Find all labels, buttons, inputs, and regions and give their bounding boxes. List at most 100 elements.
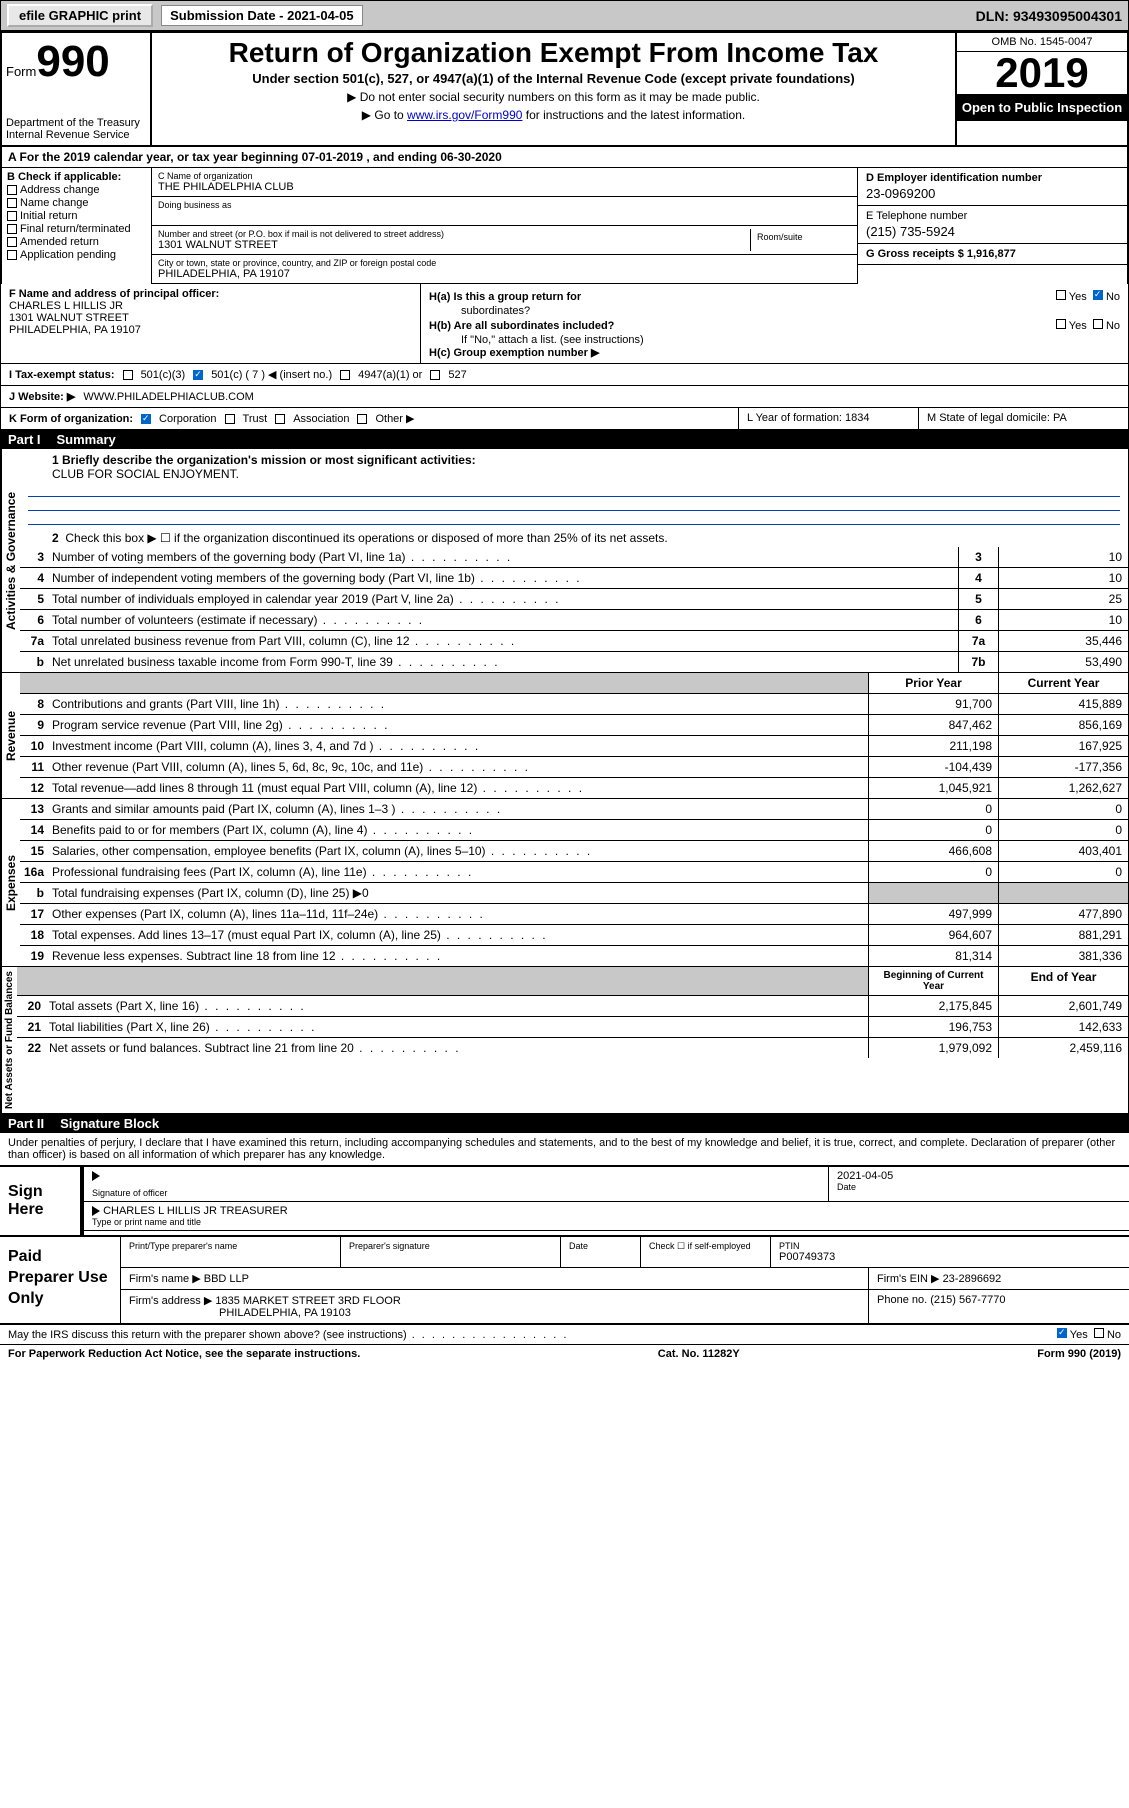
mission-text: CLUB FOR SOCIAL ENJOYMENT. <box>52 467 239 481</box>
checkbox-corp[interactable] <box>141 414 151 424</box>
table-row: 21 Total liabilities (Part X, line 26) 1… <box>17 1017 1128 1038</box>
table-row: 13 Grants and similar amounts paid (Part… <box>20 799 1128 820</box>
checkbox-final-return[interactable] <box>7 224 17 234</box>
table-row: 4 Number of independent voting members o… <box>20 568 1128 589</box>
table-row: 3 Number of voting members of the govern… <box>20 547 1128 568</box>
table-row: 6 Total number of volunteers (estimate i… <box>20 610 1128 631</box>
footer-left: For Paperwork Reduction Act Notice, see … <box>8 1348 360 1360</box>
checkbox-ha-yes[interactable] <box>1056 290 1066 300</box>
table-row: 12 Total revenue—add lines 8 through 11 … <box>20 778 1128 798</box>
checkbox-discuss-yes[interactable] <box>1057 1328 1067 1338</box>
gross-receipts: G Gross receipts $ 1,916,877 <box>866 248 1119 260</box>
arrow-icon <box>92 1206 100 1216</box>
officer-print-name: CHARLES L HILLIS JR TREASURER <box>103 1205 288 1217</box>
checkbox-address-change[interactable] <box>7 185 17 195</box>
checkbox-name-change[interactable] <box>7 198 17 208</box>
row-a-tax-year: A For the 2019 calendar year, or tax yea… <box>0 147 1129 168</box>
table-row: 5 Total number of individuals employed i… <box>20 589 1128 610</box>
checkbox-other[interactable] <box>357 414 367 424</box>
officer-addr2: PHILADELPHIA, PA 19107 <box>9 324 412 336</box>
summary-governance: Activities & Governance 1 Briefly descri… <box>0 449 1129 673</box>
sign-here-label: Sign Here <box>0 1167 80 1235</box>
inspection-label: Open to Public Inspection <box>957 94 1127 121</box>
irs-discuss-row: May the IRS discuss this return with the… <box>0 1325 1129 1345</box>
hdr-begin-year: Beginning of Current Year <box>868 967 998 995</box>
checkbox-amended[interactable] <box>7 237 17 247</box>
firm-phone: (215) 567-7770 <box>930 1294 1005 1306</box>
note-ssn: ▶ Do not enter social security numbers o… <box>162 90 945 104</box>
sig-date-label: Date <box>837 1182 1121 1192</box>
checkbox-4947[interactable] <box>340 370 350 380</box>
label-net-assets: Net Assets or Fund Balances <box>1 967 17 1113</box>
submission-date-button[interactable]: Submission Date - 2021-04-05 <box>161 5 363 26</box>
paid-preparer-label: Paid Preparer Use Only <box>0 1237 120 1323</box>
footer-right: Form 990 (2019) <box>1037 1348 1121 1360</box>
paid-preparer-section: Paid Preparer Use Only Print/Type prepar… <box>0 1237 1129 1325</box>
sig-date: 2021-04-05 <box>837 1170 1121 1182</box>
summary-expenses: Expenses 13 Grants and similar amounts p… <box>0 799 1129 967</box>
form-title: Return of Organization Exempt From Incom… <box>162 37 945 69</box>
print-name-label: Type or print name and title <box>92 1217 1121 1227</box>
dln-label: DLN: 93493095004301 <box>976 8 1122 24</box>
phone-label: E Telephone number <box>866 210 1119 222</box>
ein-value: 23-0969200 <box>866 186 1119 201</box>
table-row: 11 Other revenue (Part VIII, column (A),… <box>20 757 1128 778</box>
city-label: City or town, state or province, country… <box>158 258 851 268</box>
column-c: C Name of organization THE PHILADELPHIA … <box>152 168 857 284</box>
checkbox-initial-return[interactable] <box>7 211 17 221</box>
phone-value: (215) 735-5924 <box>866 224 1119 239</box>
officer-addr1: 1301 WALNUT STREET <box>9 312 412 324</box>
efile-button[interactable]: efile GRAPHIC print <box>7 4 153 27</box>
checkbox-discuss-no[interactable] <box>1094 1328 1104 1338</box>
form-number: 990 <box>36 37 109 87</box>
form-word: Form <box>6 64 36 79</box>
summary-revenue: Revenue Prior Year Current Year 8 Contri… <box>0 673 1129 799</box>
officer-label: F Name and address of principal officer: <box>9 288 412 300</box>
table-row: 22 Net assets or fund balances. Subtract… <box>17 1038 1128 1058</box>
firm-name: BBD LLP <box>204 1273 249 1285</box>
table-row: b Total fundraising expenses (Part IX, c… <box>20 883 1128 904</box>
q1-label: 1 Briefly describe the organization's mi… <box>52 453 476 467</box>
checkbox-assoc[interactable] <box>275 414 285 424</box>
checkbox-hb-no[interactable] <box>1093 319 1103 329</box>
section-h: H(a) Is this a group return for Yes No s… <box>421 284 1128 363</box>
header-left: Form 990 Department of the Treasury Inte… <box>2 33 152 145</box>
label-governance: Activities & Governance <box>1 449 20 672</box>
instructions-link[interactable]: www.irs.gov/Form990 <box>407 108 522 122</box>
checkbox-app-pending[interactable] <box>7 250 17 260</box>
checkbox-hb-yes[interactable] <box>1056 319 1066 329</box>
firm-ein: 23-2896692 <box>943 1273 1002 1285</box>
table-row: 9 Program service revenue (Part VIII, li… <box>20 715 1128 736</box>
dept-label: Department of the Treasury Internal Reve… <box>6 117 146 141</box>
section-k: K Form of organization: Corporation Trus… <box>1 408 738 429</box>
table-row: 20 Total assets (Part X, line 16) 2,175,… <box>17 996 1128 1017</box>
checkbox-501c3[interactable] <box>123 370 133 380</box>
hdr-current-year: Current Year <box>998 673 1128 693</box>
checkbox-ha-no[interactable] <box>1093 290 1103 300</box>
table-row: 17 Other expenses (Part IX, column (A), … <box>20 904 1128 925</box>
row-i-tax-status: I Tax-exempt status: 501(c)(3) 501(c) ( … <box>0 364 1129 386</box>
firm-addr2: PHILADELPHIA, PA 19103 <box>129 1307 351 1319</box>
ein-label: D Employer identification number <box>866 172 1119 184</box>
addr-label: Number and street (or P.O. box if mail i… <box>158 229 750 239</box>
checkbox-trust[interactable] <box>225 414 235 424</box>
table-row: 10 Investment income (Part VIII, column … <box>20 736 1128 757</box>
sign-here-section: Sign Here Signature of officer 2021-04-0… <box>0 1167 1129 1237</box>
row-klm: K Form of organization: Corporation Trus… <box>0 408 1129 430</box>
hc-label: H(c) Group exemption number ▶ <box>429 347 599 359</box>
table-row: 15 Salaries, other compensation, employe… <box>20 841 1128 862</box>
column-de: D Employer identification number 23-0969… <box>857 168 1127 284</box>
part2-header: Part II Signature Block <box>0 1114 1129 1133</box>
hdr-prior-year: Prior Year <box>868 673 998 693</box>
room-label: Room/suite <box>757 232 845 242</box>
table-row: 8 Contributions and grants (Part VIII, l… <box>20 694 1128 715</box>
table-row: 16a Professional fundraising fees (Part … <box>20 862 1128 883</box>
table-row: 18 Total expenses. Add lines 13–17 (must… <box>20 925 1128 946</box>
hdr-end-year: End of Year <box>998 967 1128 995</box>
table-row: 7a Total unrelated business revenue from… <box>20 631 1128 652</box>
checkbox-527[interactable] <box>430 370 440 380</box>
column-b: B Check if applicable: Address change Na… <box>2 168 152 284</box>
street-address: 1301 WALNUT STREET <box>158 239 750 251</box>
row-j-website: J Website: ▶ WWW.PHILADELPHIACLUB.COM <box>0 386 1129 408</box>
checkbox-501c[interactable] <box>193 370 203 380</box>
